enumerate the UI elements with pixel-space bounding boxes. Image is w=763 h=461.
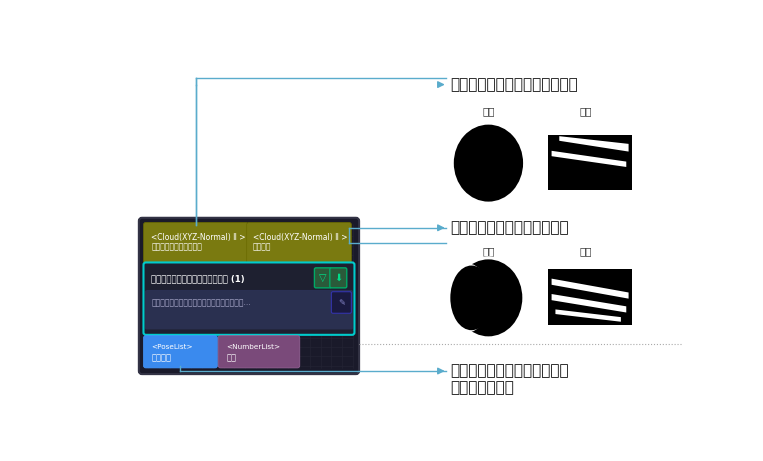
Text: カメラ座標系における、丸穴: カメラ座標系における、丸穴: [450, 364, 568, 378]
FancyBboxPatch shape: [143, 336, 217, 368]
FancyBboxPatch shape: [331, 292, 352, 313]
Text: <PoseList>: <PoseList>: [151, 344, 193, 350]
Text: <Cloud(XYZ-Normal) Ⅱ >: <Cloud(XYZ-Normal) Ⅱ >: [253, 233, 347, 242]
Text: 正面: 正面: [482, 106, 494, 116]
Polygon shape: [552, 294, 626, 313]
Text: ⬇: ⬇: [334, 273, 343, 283]
Polygon shape: [552, 278, 629, 299]
Ellipse shape: [454, 124, 523, 201]
Text: <Cloud(XYZ-Normal) Ⅱ >: <Cloud(XYZ-Normal) Ⅱ >: [151, 233, 246, 242]
Ellipse shape: [450, 266, 493, 330]
Text: 元の点群: 元の点群: [253, 242, 272, 251]
FancyBboxPatch shape: [314, 268, 331, 288]
Text: 法線ベクトル付きの点群: 法線ベクトル付きの点群: [151, 242, 202, 251]
FancyBboxPatch shape: [246, 222, 352, 264]
Text: 丸穴を検出し、カメラの座標系における丸穴...: 丸穴を検出し、カメラの座標系における丸穴...: [151, 299, 251, 308]
Polygon shape: [559, 136, 629, 152]
Ellipse shape: [455, 260, 523, 337]
Text: ▽: ▽: [319, 273, 327, 283]
FancyBboxPatch shape: [145, 290, 353, 330]
FancyBboxPatch shape: [330, 268, 346, 288]
Ellipse shape: [452, 256, 526, 339]
Text: 側面: 側面: [580, 247, 593, 257]
Text: ✎: ✎: [338, 298, 345, 307]
Text: <NumberList>: <NumberList>: [227, 344, 281, 350]
Text: 位置姿勢: 位置姿勢: [151, 353, 171, 362]
Polygon shape: [555, 309, 621, 322]
FancyBboxPatch shape: [218, 336, 300, 368]
FancyBboxPatch shape: [548, 269, 633, 325]
Text: 結果: 結果: [227, 353, 237, 362]
FancyBboxPatch shape: [143, 262, 355, 335]
FancyBboxPatch shape: [139, 218, 359, 374]
Ellipse shape: [444, 263, 490, 332]
Text: 一回フィルタリング後の点群: 一回フィルタリング後の点群: [450, 220, 568, 235]
Text: の中心位置姿勢: の中心位置姿勢: [450, 380, 513, 396]
FancyBboxPatch shape: [548, 135, 633, 190]
Text: 複数回フィルタリング後の点群: 複数回フィルタリング後の点群: [450, 77, 578, 92]
Text: 正面: 正面: [482, 247, 494, 257]
FancyBboxPatch shape: [143, 222, 248, 264]
Text: 側面: 側面: [580, 106, 593, 116]
Text: 丸穴の中心位置姿勢と直径を計算 (1): 丸穴の中心位置姿勢と直径を計算 (1): [151, 274, 245, 283]
Polygon shape: [552, 151, 626, 167]
